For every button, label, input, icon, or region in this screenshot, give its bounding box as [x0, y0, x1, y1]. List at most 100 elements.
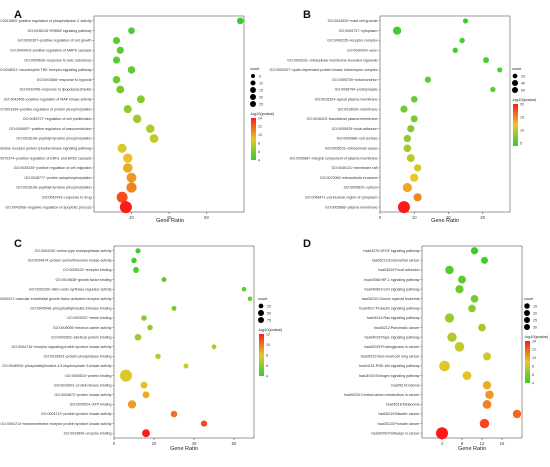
panel-c: C 0 20 40 60 Gene Ratio GO:0004252~serine-type… [0, 238, 283, 452]
data-point [116, 46, 124, 54]
data-point [120, 369, 132, 382]
data-point [132, 114, 142, 124]
size-legend-label: 60 [521, 88, 525, 92]
term-label: hsa04014:Ras signaling pathway [367, 316, 420, 320]
term-label: GO:0004674~protein serine/threonine kina… [28, 259, 112, 263]
data-point [413, 193, 422, 202]
size-legend-label: 15 [533, 304, 537, 308]
color-legend-label: 4 [532, 381, 534, 385]
data-point [116, 191, 128, 203]
term-label: GO:0018108~peptidyl-tyrosine phosphoryla… [16, 137, 91, 141]
term-label: GO:0005887~integral component of plasma … [290, 156, 378, 160]
data-point [406, 154, 415, 163]
term-label: GO:0004252~serine-type endopeptidase act… [34, 249, 111, 253]
term-label: GO:0010863~positive regulation of phosph… [0, 19, 92, 23]
size-legend-title: count [512, 67, 522, 71]
term-label: GO:0045121~membrane raft [331, 166, 377, 170]
term-label: GO:0042629~mast cell granule [328, 19, 378, 23]
term-label: hsa05214:Glioma [391, 383, 419, 387]
data-point [142, 429, 150, 438]
data-point [126, 172, 137, 183]
data-point [236, 17, 244, 25]
data-point [454, 341, 465, 352]
term-label: GO:0001666~response to hypoxia [37, 78, 92, 82]
size-legend-label: 50 [267, 311, 271, 315]
data-point [131, 257, 137, 264]
term-label: GO:0043066~negative regulation of apopto… [5, 205, 91, 209]
data-point [403, 134, 412, 143]
color-legend-label: 8 [266, 353, 268, 357]
size-legend-label: 5 [259, 74, 261, 78]
data-point [397, 201, 410, 214]
panel-letter: C [14, 238, 22, 250]
x-tick-label: 8 [461, 441, 464, 446]
term-label: GO:0005021~vascular endothelial growth f… [0, 297, 112, 301]
term-label: GO:0016323~basolateral plasma membrane [306, 117, 377, 121]
data-point [136, 95, 145, 104]
data-point [170, 410, 178, 418]
panel-b: B 0 10 20 30 Gene Ratio GO:0042629~mast cell g… [270, 9, 537, 224]
term-label: GO:0020037~heme binding [67, 316, 111, 320]
term-label: GO:0032496~response to lipopolysaccharid… [19, 88, 91, 92]
plot-area [113, 245, 255, 439]
size-legend-dot [258, 310, 264, 316]
x-tick-label: 20 [152, 441, 157, 446]
x-axis-label: Gene Ratio [458, 446, 486, 452]
size-legend-dot [250, 73, 256, 79]
term-label: hsa05219:Bladder cancer [379, 412, 421, 416]
data-point [112, 56, 121, 64]
panel-d: D 4 8 12 16 Gene Ratio hsa04370:VEGF signaling… [303, 238, 549, 452]
data-point [410, 173, 419, 182]
term-label: GO:0043231~intracellular membrane-bounde… [287, 58, 377, 62]
data-point [458, 275, 466, 284]
data-point [200, 420, 208, 427]
data-point [497, 67, 503, 73]
x-tick-label: 40 [167, 215, 172, 220]
data-point [127, 400, 137, 409]
x-tick-label: 12 [480, 441, 485, 446]
term-label: GO:0004672~protein kinase activity [54, 393, 111, 397]
term-label: GO:0005739~mitochondrion [332, 78, 377, 82]
term-label: GO:0043406~positive regulation of MAP ki… [4, 98, 92, 102]
data-point [485, 390, 494, 400]
x-tick-label: 60 [232, 441, 237, 446]
term-label: hsa04370:VEGF signaling pathway [363, 249, 419, 253]
term-label: hsa04068:FoxO signaling pathway [364, 287, 419, 291]
x-tick-label: 0 [113, 441, 116, 446]
x-tick-label: 20 [129, 215, 134, 220]
color-legend-title: -log10(pvalue) [512, 98, 537, 102]
term-label: GO:0009986~cell surface [337, 137, 378, 141]
x-tick-label: 10 [412, 215, 417, 220]
term-label: GO:0004713~protein tyrosine kinase activ… [41, 412, 112, 416]
color-legend-label: 6 [532, 373, 534, 377]
term-label: hsa05218:Melanoma [386, 403, 420, 407]
size-legend-dot [258, 317, 264, 323]
size-legend-label: 25 [533, 318, 537, 322]
data-point [247, 296, 253, 302]
size-legend-dot [512, 73, 518, 79]
data-point [241, 286, 247, 292]
term-label: hsa04066:HIF-1 signaling pathway [364, 278, 420, 282]
color-legend-label: 10 [532, 356, 536, 360]
data-point [480, 256, 489, 264]
term-label: GO:0048011~neurotrophin TRK receptor sig… [0, 68, 92, 72]
term-label: GO:0016020~membrane [338, 107, 378, 111]
term-label: GO:0019903~protein phosphatase binding [44, 355, 112, 359]
data-point [455, 285, 464, 294]
term-label: GO:0000307~cyclin-dependent protein kina… [270, 68, 378, 72]
term-label: GO:0043548~phosphatidylinositol 3-kinase… [30, 307, 111, 311]
data-point [407, 125, 415, 133]
size-legend-dot [258, 303, 264, 309]
data-point [116, 85, 125, 94]
data-point [149, 134, 159, 143]
x-axis-label: Gene Ratio [170, 446, 198, 452]
term-label: GO:0005615~extracellular space [325, 147, 378, 151]
term-label: GO:0070374~positive regulation of ERK1 a… [0, 156, 92, 160]
x-tick-label: 60 [204, 215, 209, 220]
term-label: GO:0005515~protein binding [65, 374, 111, 378]
term-label: GO:0004716~receptor signaling protein ty… [12, 345, 112, 349]
data-point [133, 267, 139, 273]
term-label: GO:0043410~positive regulation of MAPK c… [10, 49, 91, 53]
data-point [482, 400, 492, 409]
color-legend-label: 4 [258, 158, 260, 162]
